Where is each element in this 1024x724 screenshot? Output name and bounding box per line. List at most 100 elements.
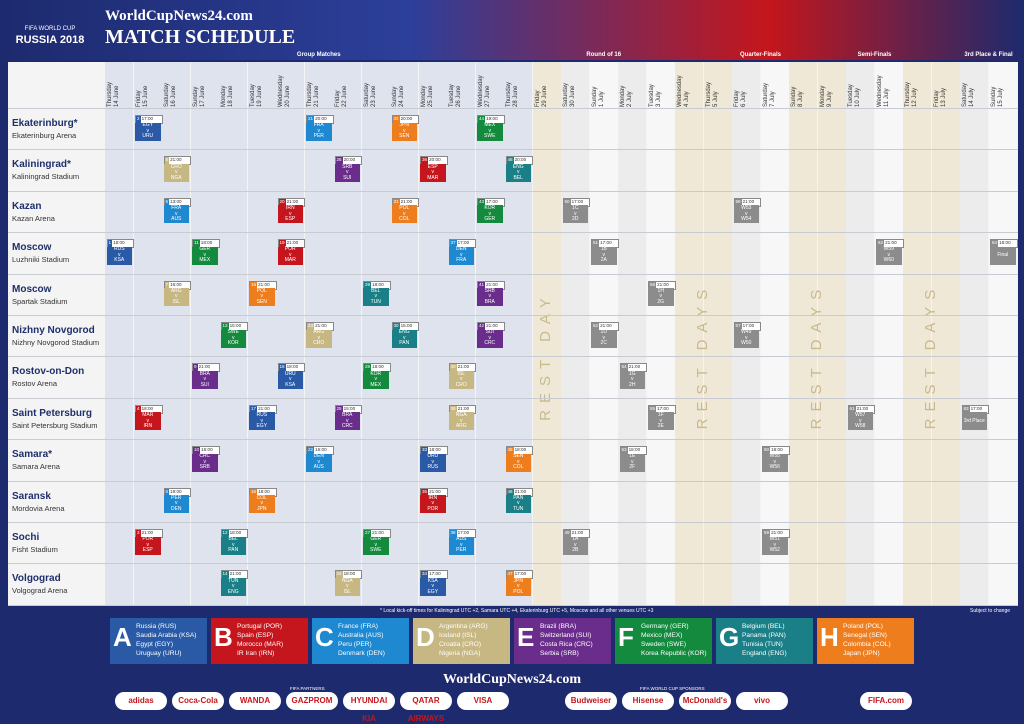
- match-time: 21:00: [400, 198, 413, 204]
- venue-city: Ekaterinburg*: [12, 118, 78, 129]
- match-number: 64: [991, 240, 999, 248]
- row-line: [8, 480, 1018, 482]
- team: TUN: [370, 298, 381, 305]
- date-header: Thursday 5 July: [706, 63, 730, 107]
- team: RUS: [256, 411, 268, 418]
- date-header: Monday 25 June: [421, 63, 445, 107]
- team: ENG: [512, 163, 524, 170]
- versus: v: [374, 541, 378, 548]
- versus: v: [859, 417, 862, 424]
- match-number: 53: [620, 447, 628, 455]
- group-box: F Germany (GER) Mexico (MEX) Sweden (SWE) Ko…: [615, 618, 712, 664]
- team: SUI: [343, 174, 352, 181]
- team: W52: [769, 547, 780, 554]
- match-number: 17: [250, 405, 258, 413]
- versus: v: [460, 251, 463, 258]
- group-letter: C: [315, 622, 334, 652]
- versus: v: [773, 541, 777, 548]
- match-time: 16:00: [201, 447, 213, 453]
- group-team: Peru (PER): [338, 641, 372, 648]
- match-box: BRA v SUI: [192, 371, 218, 389]
- versus: v: [602, 251, 606, 258]
- day-date: 9 July: [826, 91, 833, 107]
- team: 2G: [657, 298, 665, 305]
- match-time: 21:00: [198, 364, 211, 370]
- day-date: 27 June: [484, 85, 491, 107]
- team: PAN: [399, 340, 410, 347]
- versus: v: [403, 334, 406, 341]
- team: NGA: [455, 411, 467, 418]
- match-time: 15:00: [229, 323, 242, 328]
- team: IRN: [428, 494, 438, 501]
- date-column: [960, 62, 988, 605]
- match-box: W57 v W58: [847, 412, 873, 431]
- match-box: W59 v W60: [876, 247, 902, 265]
- match-time: 17:00: [657, 405, 669, 411]
- team: GER: [370, 536, 382, 543]
- match-time: 16:00: [315, 447, 327, 453]
- group-team: Korea Republic (KOR): [641, 650, 707, 657]
- group-team: Saudia Arabia (KSA): [136, 632, 197, 639]
- versus: v: [317, 334, 321, 341]
- match-box: BEL v TUN: [363, 288, 389, 307]
- versus: v: [317, 127, 321, 134]
- match-time: 18:00: [429, 447, 441, 453]
- date-header: Tuesday 3 July: [649, 63, 673, 107]
- group-team: Croatia (CRO): [439, 641, 482, 648]
- match-box: TUN v ENG: [220, 578, 246, 596]
- group-team: Australia (AUS): [338, 632, 384, 639]
- match-number: 18: [278, 364, 286, 372]
- weekday: Wednesday: [876, 75, 883, 107]
- versus: v: [517, 583, 520, 590]
- match-box: W53 v W54: [733, 205, 759, 224]
- partner-logo: WANDA: [229, 692, 281, 710]
- row-line: [8, 315, 1018, 316]
- date-header: Saturday 14 July: [962, 63, 986, 107]
- group-team: Tunisia (TUN): [742, 641, 783, 648]
- versus: v: [232, 541, 235, 548]
- match-box: POL v SEN: [249, 288, 275, 307]
- versus: v: [175, 210, 178, 217]
- versus: v: [146, 127, 150, 134]
- weekday: Sunday: [192, 86, 199, 107]
- match-box: GER v MEX: [192, 247, 218, 265]
- row-line: [8, 563, 1018, 565]
- match-number: 33: [421, 447, 429, 455]
- match-box: DEN v AUS: [306, 454, 332, 472]
- match-time: 21:00: [486, 323, 498, 328]
- versus: v: [574, 541, 577, 548]
- stage-label: Semi-Finals: [857, 52, 892, 58]
- stage-label: 3rd Place & Final: [964, 52, 1013, 58]
- stage-label: Round of 16: [586, 52, 622, 58]
- stage-label: Quarter-Finals: [739, 52, 781, 58]
- match-time: 18:00: [343, 571, 356, 577]
- date-column: [903, 62, 931, 605]
- venue-stadium: Nizhny Novgorod Stadium: [12, 338, 100, 347]
- match-number: 24: [335, 571, 343, 579]
- venue-city: Rostov-on-Don: [12, 366, 85, 378]
- group-team: Belgium (BEL): [742, 623, 785, 630]
- match-number: 60: [763, 447, 771, 455]
- versus: v: [260, 293, 264, 300]
- date-column: [276, 62, 304, 605]
- day-date: 3 July: [655, 91, 662, 107]
- team: PAN: [228, 547, 239, 554]
- team: MEX: [370, 381, 382, 388]
- group-team: Argentina (ARG): [439, 623, 488, 630]
- versus: v: [203, 458, 207, 465]
- day-date: 20 June: [285, 85, 292, 107]
- team: ESP: [285, 216, 296, 223]
- date-header: Sunday 24 June: [392, 63, 416, 107]
- versus: v: [631, 458, 634, 465]
- venue-city: Kazan: [12, 200, 42, 212]
- versus: v: [346, 169, 349, 176]
- match-box: 1B v 2A: [591, 247, 617, 265]
- match-time: 20:00: [343, 157, 356, 163]
- group-team: Poland (POL): [843, 623, 883, 630]
- day-date: 7 July: [769, 91, 776, 107]
- match-box: 1G v 2H: [619, 371, 645, 389]
- match-box: SUI v CRC: [477, 329, 503, 348]
- match-box: ESP v MAR: [420, 164, 446, 182]
- date-column: [532, 62, 561, 605]
